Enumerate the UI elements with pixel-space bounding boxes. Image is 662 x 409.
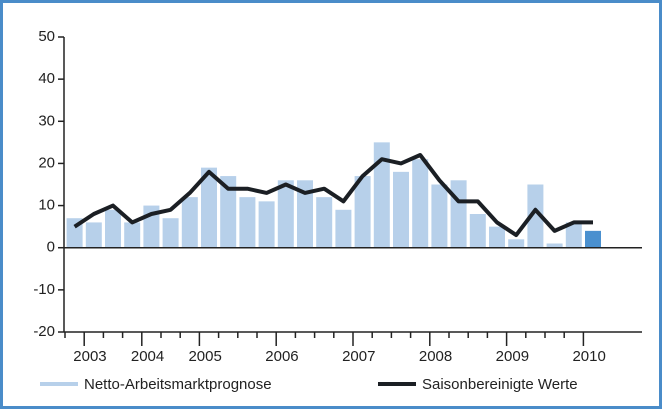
y-tick-label: -10: [33, 281, 55, 298]
bar: [585, 230, 601, 248]
line: [73, 153, 593, 238]
bar: [469, 214, 486, 248]
bar: [239, 197, 256, 248]
x-tick-label: 2010: [572, 348, 605, 365]
x-tick-label: 2007: [342, 348, 375, 365]
bar: [297, 180, 313, 248]
bar: [181, 197, 198, 248]
bar: [393, 171, 409, 248]
bar: [124, 222, 141, 248]
bar: [412, 159, 429, 248]
bar: [546, 243, 563, 248]
y-tick-label: 40: [38, 70, 55, 87]
bar: [373, 142, 390, 248]
bar: [105, 209, 121, 248]
x-tick-label: 2003: [73, 348, 106, 365]
y-tick-label: 10: [38, 197, 55, 214]
bar: [162, 218, 179, 248]
legend-label: Netto-Arbeitsmarktprognose: [84, 376, 272, 393]
x-tick-label: 2005: [188, 348, 221, 365]
bar: [220, 176, 237, 248]
y-tick-label: 0: [47, 239, 55, 256]
bar: [316, 197, 333, 248]
bar: [277, 180, 294, 248]
bar: [335, 209, 352, 248]
x-tick-label: 2006: [265, 348, 298, 365]
y-tick-label: -20: [33, 323, 55, 340]
x-tick-label: 2008: [419, 348, 452, 365]
y-tick-label: 50: [38, 28, 55, 45]
bar: [431, 184, 448, 248]
bar: [527, 184, 544, 248]
bar: [508, 239, 525, 248]
legend-label: Saisonbereinigte Werte: [422, 376, 578, 393]
bar: [201, 167, 217, 248]
bar: [565, 222, 582, 248]
bar: [450, 180, 467, 248]
bar: [489, 226, 505, 248]
y-tick-label: 30: [38, 112, 55, 129]
bar: [85, 222, 102, 248]
bar: [354, 176, 371, 248]
y-tick-label: 20: [38, 154, 55, 171]
x-tick-label: 2009: [496, 348, 529, 365]
x-tick-label: 2004: [131, 348, 164, 365]
bar: [258, 201, 275, 248]
